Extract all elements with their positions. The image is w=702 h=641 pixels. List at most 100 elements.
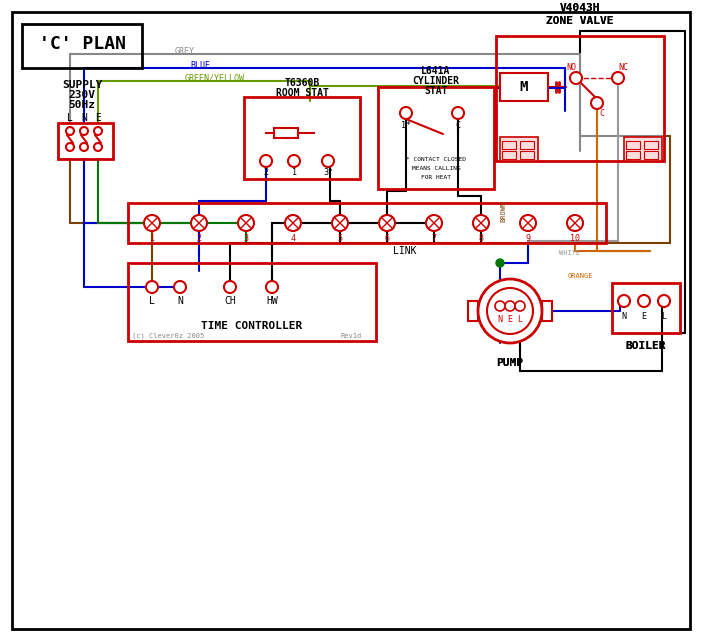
Bar: [244, 97, 360, 179]
Circle shape: [612, 72, 624, 84]
Text: GREY: GREY: [175, 47, 195, 56]
Text: FOR HEAT: FOR HEAT: [421, 174, 451, 179]
Bar: [626, 151, 640, 159]
Bar: [502, 151, 516, 159]
Circle shape: [658, 295, 670, 307]
Text: E: E: [508, 315, 512, 324]
Text: 'C' PLAN: 'C' PLAN: [39, 35, 126, 53]
Circle shape: [452, 107, 464, 119]
Text: V4043H: V4043H: [559, 3, 600, 13]
Bar: [22, 24, 142, 68]
Bar: [624, 137, 662, 161]
Bar: [612, 283, 680, 333]
Text: NO: NO: [566, 63, 576, 72]
Text: L: L: [149, 296, 155, 306]
Circle shape: [238, 215, 254, 231]
Circle shape: [478, 279, 542, 343]
Circle shape: [174, 281, 186, 293]
Text: L641A: L641A: [421, 66, 451, 76]
Circle shape: [146, 281, 158, 293]
Circle shape: [80, 143, 88, 151]
Text: 230V: 230V: [69, 90, 95, 100]
Circle shape: [224, 281, 236, 293]
Bar: [496, 36, 664, 161]
Text: TIME CONTROLLER: TIME CONTROLLER: [201, 321, 303, 331]
Text: 9: 9: [526, 233, 531, 242]
Circle shape: [520, 215, 536, 231]
Circle shape: [66, 127, 74, 135]
Circle shape: [266, 281, 278, 293]
Bar: [274, 128, 298, 138]
Bar: [520, 151, 534, 159]
Text: STAT: STAT: [424, 86, 448, 96]
Text: 1: 1: [150, 233, 154, 242]
Text: 2: 2: [263, 167, 268, 176]
Circle shape: [66, 143, 74, 151]
Text: CYLINDER: CYLINDER: [413, 76, 460, 86]
Circle shape: [473, 215, 489, 231]
Text: BROWN: BROWN: [500, 201, 506, 222]
Text: (c) Clever0z 2005: (c) Clever0z 2005: [132, 333, 204, 339]
Bar: [644, 141, 658, 149]
Text: N: N: [498, 315, 503, 324]
Circle shape: [332, 215, 348, 231]
Text: * CONTACT CLOSED: * CONTACT CLOSED: [406, 156, 466, 162]
Text: 1*: 1*: [401, 121, 411, 129]
Circle shape: [288, 155, 300, 167]
Text: 6: 6: [385, 233, 390, 242]
Circle shape: [618, 295, 630, 307]
Text: 3*: 3*: [323, 167, 333, 176]
Text: PUMP: PUMP: [496, 358, 524, 368]
Text: 2: 2: [197, 233, 201, 242]
Circle shape: [94, 127, 102, 135]
Circle shape: [379, 215, 395, 231]
Text: BOILER: BOILER: [625, 341, 666, 351]
Circle shape: [426, 215, 442, 231]
Circle shape: [191, 215, 207, 231]
Text: SUPPLY: SUPPLY: [62, 80, 102, 90]
Text: BLUE: BLUE: [190, 60, 210, 69]
Text: HW: HW: [266, 296, 278, 306]
Text: E: E: [642, 312, 647, 320]
Text: N: N: [81, 113, 87, 123]
Circle shape: [638, 295, 650, 307]
Bar: [542, 301, 552, 321]
Text: Rev1d: Rev1d: [340, 333, 362, 339]
Text: 1: 1: [291, 167, 296, 176]
Circle shape: [285, 215, 301, 231]
Text: LINK: LINK: [393, 246, 417, 256]
Text: ZONE VALVE: ZONE VALVE: [546, 16, 614, 26]
Text: C: C: [600, 108, 604, 117]
Circle shape: [591, 97, 603, 109]
Circle shape: [496, 259, 504, 267]
Text: C: C: [456, 121, 461, 129]
Circle shape: [487, 288, 533, 334]
Text: E: E: [95, 113, 101, 123]
Circle shape: [570, 72, 582, 84]
Text: L: L: [517, 315, 522, 324]
Bar: [378, 87, 494, 189]
Text: 3: 3: [244, 233, 249, 242]
Bar: [128, 263, 376, 341]
Circle shape: [400, 107, 412, 119]
Text: CH: CH: [224, 296, 236, 306]
Text: 8: 8: [479, 233, 484, 242]
Text: L: L: [661, 312, 666, 320]
Text: ORANGE: ORANGE: [567, 273, 592, 279]
Text: GREEN/YELLOW: GREEN/YELLOW: [185, 74, 245, 83]
Text: WHITE: WHITE: [559, 250, 581, 256]
Bar: [58, 123, 113, 159]
Text: L: L: [67, 113, 73, 123]
Circle shape: [94, 143, 102, 151]
Text: 4: 4: [291, 233, 296, 242]
Circle shape: [80, 127, 88, 135]
Text: N: N: [621, 312, 626, 320]
Text: 10: 10: [570, 233, 580, 242]
Text: 50Hz: 50Hz: [69, 100, 95, 110]
Circle shape: [505, 301, 515, 311]
Circle shape: [567, 215, 583, 231]
Text: ROOM STAT: ROOM STAT: [276, 88, 329, 98]
Circle shape: [322, 155, 334, 167]
Circle shape: [515, 301, 525, 311]
Text: 7: 7: [432, 233, 437, 242]
